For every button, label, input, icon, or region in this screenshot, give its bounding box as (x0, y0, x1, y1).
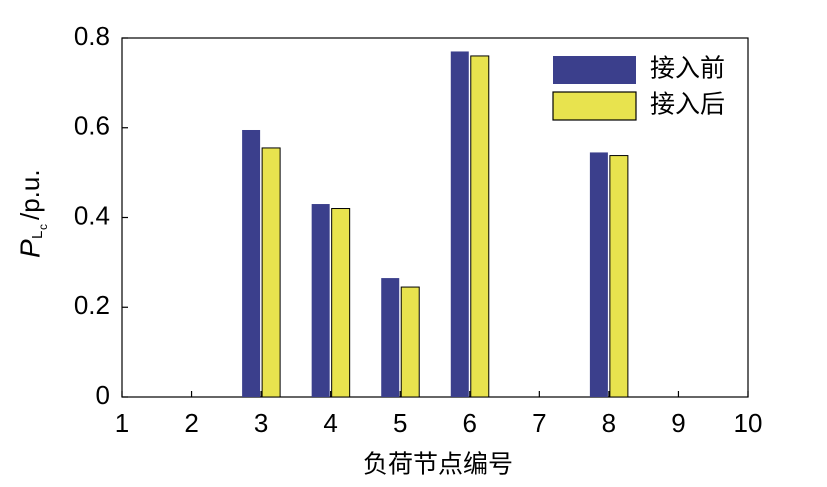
x-tick-label: 2 (184, 408, 198, 438)
x-tick-label: 6 (463, 408, 477, 438)
legend-label: 接入前 (650, 55, 725, 83)
legend-swatch (552, 91, 637, 121)
bar (609, 155, 629, 398)
y-tick-label: 0.6 (74, 111, 110, 141)
x-tick-label: 8 (602, 408, 616, 438)
x-tick-label: 9 (671, 408, 685, 438)
legend-label: 接入后 (650, 91, 725, 119)
y-tick-label: 0 (96, 380, 110, 410)
y-label-symbol: P (14, 239, 45, 258)
y-label-subsubscript: c (36, 224, 50, 230)
bar (381, 278, 400, 397)
x-axis-label: 负荷节点编号 (363, 451, 513, 479)
bar (242, 129, 261, 397)
y-tick-label: 0.8 (74, 21, 110, 51)
bar (311, 204, 330, 397)
x-tick-label: 4 (323, 408, 337, 438)
y-tick-label: 0.2 (74, 290, 110, 320)
x-tick-label: 10 (734, 408, 763, 438)
x-tick-label: 7 (532, 408, 546, 438)
bar (331, 208, 351, 398)
x-tick-label: 1 (115, 408, 129, 438)
legend-swatch (553, 56, 636, 84)
y-label-unit: /p.u. (15, 169, 45, 220)
bar (470, 55, 490, 398)
bar (261, 147, 281, 398)
y-tick-label: 0.4 (74, 200, 110, 230)
y-label-subscript: L (29, 231, 46, 239)
y-axis-label: P L c /p.u. (14, 169, 50, 258)
bar (589, 152, 608, 397)
bar (450, 51, 469, 398)
bar (400, 286, 420, 398)
x-tick-label: 3 (254, 408, 268, 438)
x-tick-label: 5 (393, 408, 407, 438)
